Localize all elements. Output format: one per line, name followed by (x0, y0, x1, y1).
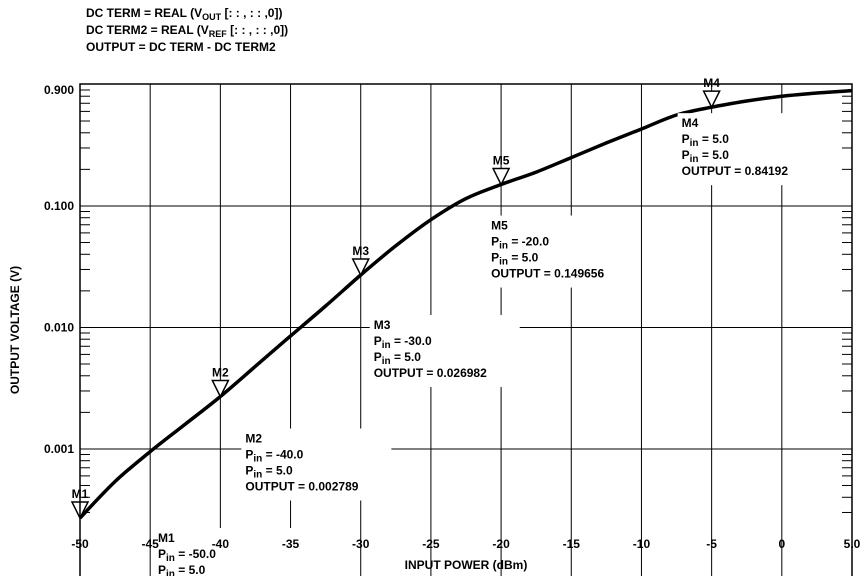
annotation-line: Pin = -20.0 (491, 235, 549, 252)
annotation-line: Pin = 5.0 (682, 148, 730, 165)
y-tick-label: 0.001 (44, 442, 74, 456)
x-tick-label: 5.0 (844, 537, 861, 551)
annotation-line: Pin = 5.0 (491, 251, 539, 268)
x-tick-label: -45 (142, 537, 160, 551)
annotation-box (154, 528, 304, 576)
chart-header: DC TERM = REAL (VOUT [: : , : : ,0])DC T… (86, 6, 288, 54)
x-tick-label: -5 (706, 537, 717, 551)
x-tick-label: -30 (352, 537, 370, 551)
annotation-line: Pin = -30.0 (374, 334, 432, 351)
annotation-title: M3 (374, 318, 391, 332)
x-axis-label: INPUT POWER (dBm) (405, 558, 528, 572)
marker-label: M4 (703, 76, 720, 90)
minor-ticks (80, 89, 852, 513)
x-tick-label: -10 (633, 537, 651, 551)
annotation-line: Pin = -50.0 (158, 547, 216, 564)
x-tick-label: -35 (282, 537, 300, 551)
y-tick-label: 0.010 (44, 320, 74, 334)
y-axis-label: OUTPUT VOLTAGE (V) (8, 266, 22, 394)
annotation-line: OUTPUT = 0.84192 (682, 164, 789, 178)
y-tick-labels: 0.001 0.010 0.100 0.900 (44, 83, 74, 456)
marker-label: M2 (212, 366, 229, 380)
header-line: DC TERM = REAL (VOUT [: : , : : ,0]) (86, 6, 282, 22)
annotation-line: OUTPUT = 0.149656 (491, 267, 604, 281)
annotation-box (369, 315, 520, 388)
marker-triangle-icon (491, 167, 511, 187)
header-line: OUTPUT = DC TERM - DC TERM2 (86, 40, 276, 54)
annotation-line: OUTPUT = 0.026982 (374, 366, 487, 380)
annotation-line: Pin = 5.0 (245, 464, 293, 481)
x-tick-label: -20 (492, 537, 510, 551)
annotation-title: M1 (158, 531, 175, 545)
annotation-box (677, 113, 828, 186)
header-line: DC TERM2 = REAL (VREF [: : , : : ,0]) (86, 23, 288, 39)
x-tick-label: -25 (422, 537, 440, 551)
marker-triangle-icon (351, 258, 370, 277)
series-layer (78, 88, 853, 520)
annotation-line: Pin = -40.0 (245, 448, 303, 465)
plot-frame (79, 83, 853, 576)
y-tick-label: 0.100 (44, 199, 74, 213)
marker-triangle-icon (211, 379, 230, 399)
marker-label: M3 (352, 244, 369, 258)
x-tick-label: -50 (71, 537, 89, 551)
x-tick-labels: -50 -45 -40 -35 -30 -25 -20 -15 -10 -5 0 5.0 (71, 537, 860, 551)
x-tick-label: -40 (212, 537, 230, 551)
annotation-line: Pin = 5.0 (374, 350, 422, 367)
annotation-title: M4 (682, 116, 699, 130)
x-tick-label: -15 (563, 537, 581, 551)
y-tick-label: 0.900 (44, 83, 74, 97)
marker-triangle-icon (702, 90, 721, 109)
annotation-title: M2 (245, 432, 262, 446)
annotation-line: Pin = 5.0 (158, 563, 206, 576)
annotation-line: Pin = 5.0 (682, 132, 730, 149)
annotation-box (241, 428, 392, 501)
annotation-line: OUTPUT = 0.002789 (245, 480, 358, 494)
annotation-title: M5 (491, 219, 508, 233)
series-line (78, 88, 853, 520)
x-tick-label: 0 (778, 537, 785, 551)
marker-label: M5 (493, 154, 510, 168)
annotation-box (487, 215, 638, 288)
